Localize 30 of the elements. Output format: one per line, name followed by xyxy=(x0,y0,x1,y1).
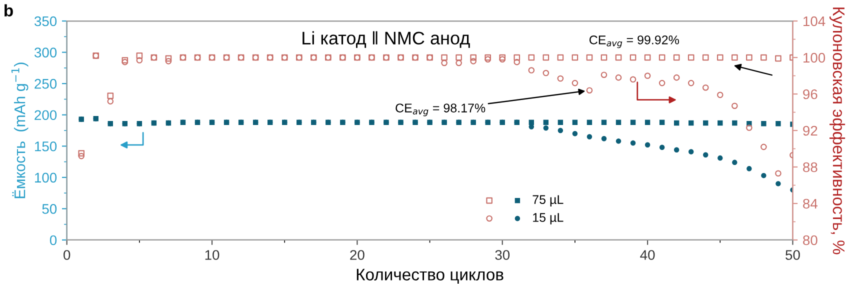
y2-tick-label: 96 xyxy=(803,89,818,100)
y2-tick-label: 84 xyxy=(803,198,818,209)
x-tick-label: 30 xyxy=(495,250,510,260)
y-tick-label: 250 xyxy=(34,78,57,89)
legend-label: 75 µL xyxy=(532,195,564,206)
y2-tick-label: 100 xyxy=(804,52,826,63)
y-tick-label: 200 xyxy=(34,110,57,120)
x-tick-label: 20 xyxy=(350,250,364,260)
annotation: Li катод ǁ NMC анод xyxy=(302,31,470,48)
x-tick-label: 40 xyxy=(640,250,655,260)
y-tick-label: 150 xyxy=(35,141,57,152)
y2-axis-title: Кулоновская эффективность, % xyxy=(830,8,846,254)
y-tick-label: 50 xyxy=(42,204,57,214)
text: b xyxy=(4,4,13,16)
y-tick-label: 350 xyxy=(34,16,57,26)
y-tick-label: 0 xyxy=(50,235,57,246)
y-tick-label: 300 xyxy=(34,48,57,58)
y-axis-title: Ёмкость (mAh g$^{−1}$) xyxy=(11,62,28,198)
y2-tick-label: 88 xyxy=(803,162,818,172)
annotation: CE$_{avg}$ = 98.17% xyxy=(396,104,486,116)
y2-tick-label: 104 xyxy=(804,16,826,26)
x-tick-label: 10 xyxy=(205,250,220,260)
x-tick-label: 50 xyxy=(786,250,800,260)
x-axis-title: Количество циклов xyxy=(356,268,504,284)
y-tick-label: 100 xyxy=(35,172,57,183)
annotation: CE$_{avg}$ = 99.92% xyxy=(590,36,679,48)
y2-tick-label: 92 xyxy=(803,126,818,136)
x-tick-label: 0 xyxy=(64,250,70,260)
legend-label: 15 µL xyxy=(533,213,564,224)
y2-tick-label: 80 xyxy=(803,235,818,246)
